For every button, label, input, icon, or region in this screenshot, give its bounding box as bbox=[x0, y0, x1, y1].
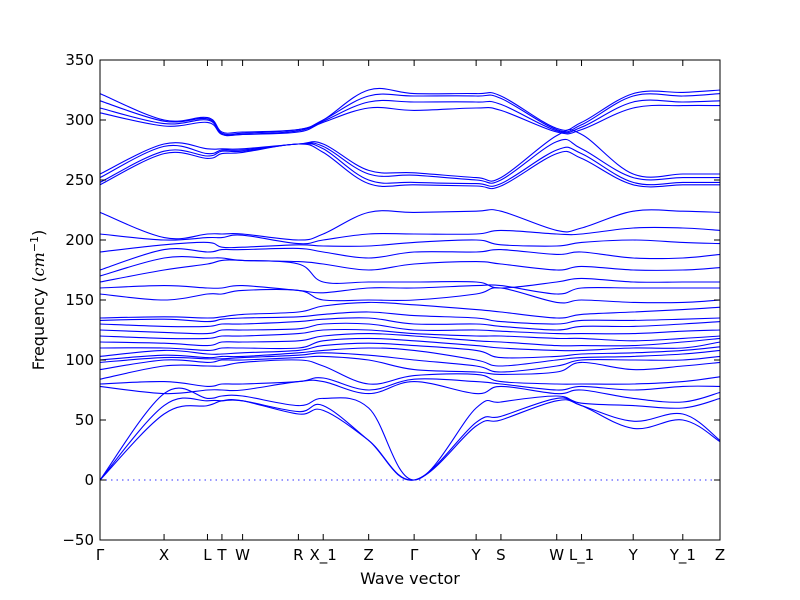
x-tick-label: W bbox=[549, 546, 564, 564]
y-axis: −50 0 50 100 150 200 250 300 350 bbox=[62, 51, 720, 549]
band-line-15 bbox=[99, 317, 721, 331]
band-line-18 bbox=[99, 287, 721, 304]
x-tick-label: X_1 bbox=[310, 546, 337, 565]
x-tick-label: S bbox=[496, 546, 506, 564]
band-line-16 bbox=[99, 311, 721, 325]
band-line-22 bbox=[99, 247, 721, 271]
band-line-11 bbox=[99, 337, 721, 352]
x-tick-label: W bbox=[235, 546, 250, 564]
band-line-23 bbox=[99, 239, 721, 253]
y-tick-label: 0 bbox=[84, 471, 94, 489]
x-tick-label: Y_1 bbox=[669, 546, 696, 565]
band-line-21 bbox=[99, 256, 721, 277]
y-axis-label-text: Frequency ( bbox=[29, 276, 48, 370]
band-line-8 bbox=[99, 352, 721, 373]
band-line-13 bbox=[99, 328, 721, 342]
y-tick-label: −50 bbox=[62, 531, 94, 549]
band-line-19 bbox=[99, 284, 720, 295]
x-axis: Γ X L T W R X_1 Z Γ Y S W L_1 Y Y_1 Z bbox=[96, 60, 725, 565]
x-tick-label: Γ bbox=[96, 546, 105, 564]
band-line-27 bbox=[99, 143, 720, 187]
x-axis-label: Wave vector bbox=[360, 569, 460, 588]
y-axis-label-unit: cm bbox=[29, 252, 48, 276]
y-tick-label: 300 bbox=[65, 111, 94, 129]
band-line-10 bbox=[99, 342, 721, 359]
band-line-31 bbox=[99, 99, 721, 137]
band-line-33 bbox=[99, 87, 721, 134]
x-tick-label: L bbox=[203, 546, 212, 564]
band-line-28 bbox=[99, 138, 720, 184]
y-axis-label-close: ) bbox=[29, 230, 48, 236]
y-tick-label: 100 bbox=[65, 351, 94, 369]
x-tick-label: R bbox=[293, 546, 303, 564]
y-axis-label: Frequency (cm−1) bbox=[28, 230, 49, 371]
y-tick-label: 200 bbox=[65, 231, 94, 249]
y-tick-label: 50 bbox=[75, 411, 94, 429]
plot-area bbox=[99, 87, 721, 481]
x-tick-label: L_1 bbox=[569, 546, 594, 565]
band-line-12 bbox=[99, 333, 721, 347]
band-line-5 bbox=[99, 377, 721, 391]
band-line-1 bbox=[99, 398, 721, 481]
y-tick-label: 150 bbox=[65, 291, 94, 309]
x-tick-label: Z bbox=[364, 546, 374, 564]
band-line-3 bbox=[99, 387, 721, 481]
y-axis-label-exp: −1 bbox=[28, 236, 41, 252]
band-line-2 bbox=[99, 397, 721, 481]
y-tick-label: 350 bbox=[65, 51, 94, 69]
x-tick-label: Γ bbox=[410, 546, 419, 564]
band-line-30 bbox=[99, 104, 721, 137]
band-line-29 bbox=[99, 128, 720, 182]
band-line-26 bbox=[99, 143, 720, 190]
x-tick-label: T bbox=[216, 546, 227, 564]
band-line-17 bbox=[99, 301, 721, 319]
band-line-4 bbox=[99, 379, 721, 403]
band-line-9 bbox=[99, 347, 721, 367]
band-line-32 bbox=[99, 93, 721, 136]
band-line-6 bbox=[99, 359, 721, 385]
x-tick-label: X bbox=[159, 546, 169, 564]
band-line-25 bbox=[99, 209, 721, 241]
band-line-24 bbox=[99, 226, 721, 245]
band-line-20 bbox=[99, 259, 720, 289]
x-tick-label: Z bbox=[715, 546, 725, 564]
band-line-14 bbox=[99, 322, 721, 335]
band-line-7 bbox=[99, 355, 721, 375]
x-tick-label: Y bbox=[471, 546, 482, 564]
y-tick-label: 250 bbox=[65, 171, 94, 189]
x-tick-label: Y bbox=[628, 546, 639, 564]
